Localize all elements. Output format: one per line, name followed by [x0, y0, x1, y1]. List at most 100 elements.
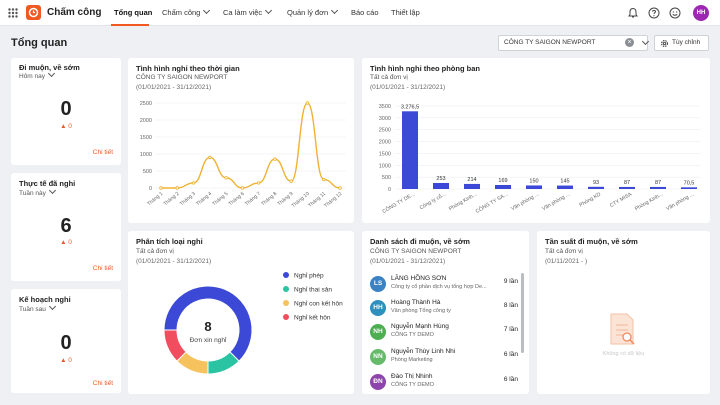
- empty-state-text: Không có dữ liệu: [602, 351, 645, 357]
- nav-requests[interactable]: Quản lý đơn: [287, 6, 339, 17]
- person-name: Đào Thị Nhinh: [391, 373, 433, 380]
- user-avatar[interactable]: HH: [693, 5, 709, 21]
- detail-link[interactable]: Chi tiết: [92, 265, 113, 272]
- donut-total: 8: [204, 319, 211, 334]
- bar: [557, 185, 573, 189]
- card-title: Tình hình nghỉ theo phòng ban: [370, 64, 480, 73]
- list-item[interactable]: NN Nguyễn Thùy Linh Nhi Phòng Marketing …: [370, 348, 520, 366]
- range-select[interactable]: Hôm nay: [19, 69, 56, 80]
- x-tick-label: Văn phòng ...: [541, 192, 571, 213]
- apps-grid-icon[interactable]: [8, 8, 18, 18]
- y-tick-label: 2000: [379, 140, 391, 146]
- y-tick-label: 1500: [140, 135, 152, 141]
- avatar: HH: [370, 300, 386, 316]
- data-point: [159, 186, 163, 190]
- clear-selection-icon[interactable]: ×: [625, 38, 634, 47]
- y-tick-label: 1000: [379, 163, 391, 169]
- chevron-down-icon: [203, 6, 211, 15]
- avatar: NN: [370, 349, 386, 365]
- list-item[interactable]: HH Hoàng Thành Hà Văn phòng Tổng công ty…: [370, 299, 520, 317]
- card-unit: Tất cả đơn vị: [370, 74, 408, 81]
- late-count: 8 lần: [503, 302, 518, 309]
- data-point: [322, 177, 326, 182]
- app-logo[interactable]: [26, 5, 41, 20]
- list-scrollbar[interactable]: [521, 273, 524, 353]
- nav-shifts[interactable]: Ca làm việc: [223, 6, 273, 17]
- data-point: [305, 101, 310, 105]
- nav-active-indicator: [111, 24, 149, 26]
- list-item[interactable]: ĐN Đào Thị Nhinh CÔNG TY DEMO 6 lần: [370, 373, 520, 391]
- card-company: CÔNG TY SAIGON NEWPORT: [370, 248, 462, 255]
- x-tick-label: Tháng 5: [211, 191, 229, 208]
- bell-icon[interactable]: [627, 7, 639, 19]
- card-period: (01/01/2021 - 31/12/2021): [136, 258, 212, 265]
- card-title: Tình hình nghỉ theo thời gian: [136, 64, 240, 73]
- stat-title: Kế hoạch nghỉ: [19, 295, 71, 304]
- chevron-down-icon: [265, 6, 273, 15]
- list-item[interactable]: LS LĂNG HỒNG SƠN Công ty cổ phần dịch vụ…: [370, 275, 520, 293]
- person-org: Công ty cổ phần dịch vụ tổng hợp De...: [391, 284, 487, 290]
- x-tick-label: CTY MISA: [609, 191, 634, 209]
- detail-link[interactable]: Chi tiết: [92, 380, 113, 387]
- late-count: 7 lần: [503, 326, 518, 333]
- nav-settings-label: Thiết lập: [391, 8, 420, 17]
- app-title: Chấm công: [47, 7, 102, 18]
- data-point: [175, 186, 179, 190]
- bar-value-label: 150: [529, 178, 538, 184]
- person-name: Hoàng Thành Hà: [391, 299, 441, 306]
- leave-by-department-card: Tình hình nghỉ theo phòng ban Tất cả đơn…: [362, 58, 710, 223]
- bar: [619, 186, 635, 189]
- detail-link[interactable]: Chi tiết: [92, 149, 113, 156]
- bar-value-label: 87: [624, 180, 630, 186]
- nav-shifts-label: Ca làm việc: [223, 8, 263, 17]
- x-tick-label: Phòng KD: [579, 191, 603, 208]
- data-point: [256, 181, 261, 185]
- x-tick-label: Tháng 7: [244, 191, 262, 208]
- y-tick-label: 0: [149, 186, 152, 192]
- chevron-down-icon: [48, 302, 56, 311]
- frequency-card: Tần suất đi muộn, về sớm Tất cả đơn vị (…: [537, 231, 710, 394]
- range-select[interactable]: Tuần này: [19, 186, 56, 197]
- smiley-icon[interactable]: [669, 7, 681, 19]
- stat-delta: ▲ 0: [60, 123, 72, 130]
- customize-button-label: Tùy chỉnh: [672, 39, 701, 46]
- stat-title: Đi muộn, về sớm: [19, 63, 80, 72]
- person-name: Nguyễn Thùy Linh Nhi: [391, 348, 456, 355]
- data-point: [273, 157, 277, 161]
- bar-value-label: 145: [560, 179, 569, 185]
- range-select[interactable]: Tuần sau: [19, 302, 56, 313]
- legend-swatch: [283, 286, 289, 292]
- data-point: [224, 176, 228, 180]
- x-tick-label: Văn phòng ...: [665, 192, 695, 213]
- x-tick-label: Tháng 6: [228, 191, 246, 208]
- nav-timekeeping[interactable]: Chấm công: [162, 6, 211, 17]
- nav-overview[interactable]: Tổng quan: [114, 8, 152, 17]
- help-icon[interactable]: [648, 7, 660, 19]
- bar-value-label: 93: [593, 180, 599, 186]
- bar-value-label: 253: [436, 176, 445, 182]
- stat-card-planned-leave: Kế hoạch nghỉ Tuần sau 0 ▲ 0 Chi tiết: [11, 289, 121, 393]
- y-tick-label: 0: [388, 187, 391, 193]
- card-title: Tần suất đi muộn, về sớm: [545, 237, 638, 246]
- bar: [650, 186, 666, 189]
- nav-reports-label: Báo cáo: [351, 8, 379, 17]
- pie-slice: [163, 285, 253, 362]
- nav-reports[interactable]: Báo cáo: [351, 8, 379, 17]
- customize-button[interactable]: Tùy chỉnh: [654, 35, 709, 51]
- legend-label: Nghỉ con kết hôn: [294, 298, 343, 307]
- donut-chart: 8 Đơn xin nghỉ Nghỉ phép Nghỉ thai sản Nghỉ …: [163, 271, 343, 375]
- x-tick-label: Tháng 12: [323, 191, 343, 209]
- x-tick-label: Công ty cổ...: [418, 191, 447, 212]
- y-tick-label: 500: [382, 175, 391, 181]
- x-tick-label: Tháng 8: [260, 191, 278, 208]
- nav-settings[interactable]: Thiết lập: [391, 8, 420, 17]
- list-item[interactable]: NH Nguyễn Mạnh Hùng CÔNG TY DEMO 7 lần: [370, 323, 520, 341]
- company-select[interactable]: CÔNG TY SAIGON NEWPORT: [498, 35, 648, 51]
- data-point: [191, 181, 196, 185]
- person-name: Nguyễn Mạnh Hùng: [391, 323, 449, 330]
- leave-by-time-card: Tình hình nghỉ theo thời gian CÔNG TY SA…: [128, 58, 354, 223]
- x-tick-label: Văn phòng ...: [510, 192, 540, 213]
- legend-swatch: [283, 314, 289, 320]
- card-unit: Tất cả đơn vị: [136, 248, 174, 255]
- bar: [495, 184, 511, 189]
